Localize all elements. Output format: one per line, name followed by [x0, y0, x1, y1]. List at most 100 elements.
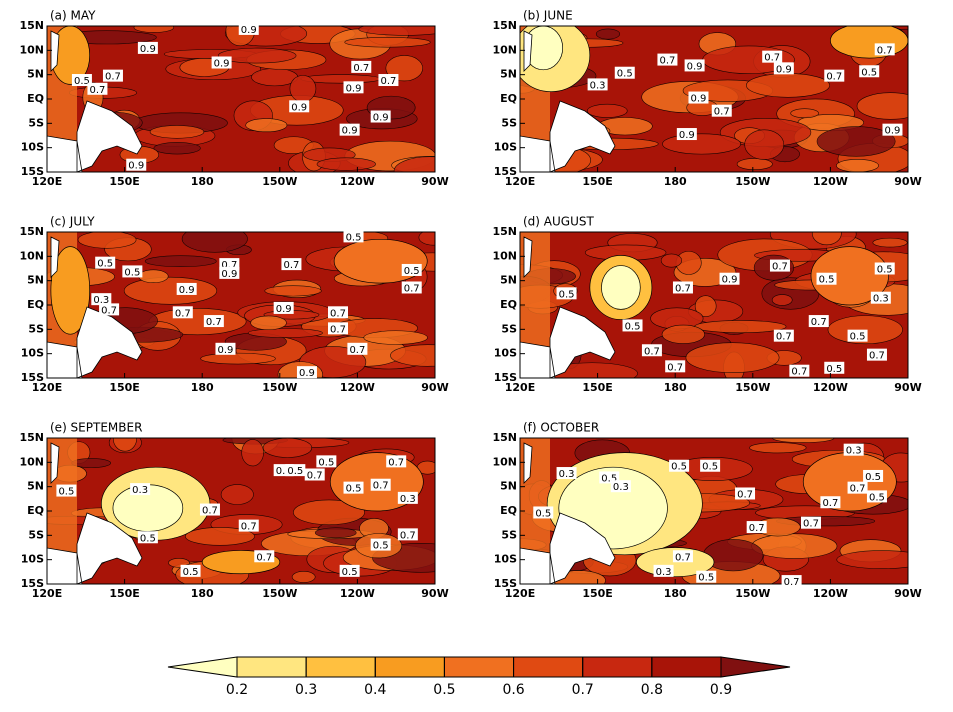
lon-tick-label: 150W — [262, 381, 297, 394]
field-patch — [133, 26, 175, 33]
lat-tick-label: 5S — [28, 322, 44, 335]
lat-tick-label: EQ — [27, 504, 44, 517]
field-patch — [250, 315, 287, 331]
contour-label-box — [87, 82, 108, 95]
contour-label: 0.9 — [140, 44, 156, 55]
contour-label-box — [719, 272, 740, 285]
panel-title: (d) AUGUST — [523, 215, 594, 229]
contour-label: 0.5 — [850, 332, 866, 343]
lon-tick-label: 150E — [109, 175, 139, 188]
contour-label-box — [874, 43, 895, 56]
contour-label: 0.5 — [865, 472, 881, 483]
lon-tick-label: 120E — [505, 175, 535, 188]
field-patch — [220, 484, 254, 505]
contour-label-box — [669, 459, 690, 472]
lon-tick-label: 180 — [664, 381, 687, 394]
field-patch — [836, 158, 879, 172]
contour-label-box — [370, 538, 391, 551]
contour-label: 0.5 — [346, 484, 362, 495]
contour-label-box — [762, 50, 783, 63]
field-patch — [153, 142, 201, 155]
contour-label-box — [254, 550, 275, 563]
contour-label-box — [874, 262, 895, 275]
field-patch — [685, 342, 780, 373]
lat-tick-label: 15N — [492, 431, 517, 444]
lon-tick-label: 150E — [582, 175, 612, 188]
contour-label-box — [316, 455, 337, 468]
contour-label: 0.7 — [850, 484, 866, 495]
contour-label-box — [343, 81, 364, 94]
colorbar-high — [720, 656, 791, 678]
contour-label: 0.7 — [175, 308, 191, 319]
contour-label: 0.5 — [58, 487, 74, 498]
contour-label: 0.3 — [132, 485, 148, 496]
contour-label-box — [378, 74, 399, 87]
lon-tick-label: 90W — [894, 381, 921, 394]
lon-tick-label: 150W — [262, 175, 297, 188]
lon-tick-label: 150W — [735, 381, 770, 394]
contour-label-box — [343, 230, 364, 243]
contour-label: 0.7 — [811, 317, 827, 328]
contour-label: 0.5 — [826, 364, 842, 375]
contour-label-box — [176, 282, 197, 295]
contour-label-box — [91, 293, 112, 306]
contour-label-box — [773, 329, 794, 342]
field-patch — [390, 344, 435, 367]
contour-label: 0.9 — [691, 94, 707, 105]
contour-label: 0.7 — [667, 362, 683, 373]
lon-tick-label: 120E — [32, 587, 62, 600]
lat-tick-label: 10N — [19, 455, 44, 468]
contour-label: 0.7 — [283, 260, 299, 271]
field-patch — [77, 232, 137, 249]
contour-label: 0.5 — [877, 265, 893, 276]
contour-label-box — [56, 484, 77, 497]
contour-label-box — [769, 259, 790, 272]
contour-label: 0.9 — [218, 345, 234, 356]
contour-label-box — [843, 443, 864, 456]
contour-label-box — [126, 158, 147, 171]
contour-label: 0.7 — [307, 471, 323, 482]
lon-tick-label: 90W — [894, 175, 921, 188]
map-field — [520, 232, 908, 378]
colorbar-box — [651, 656, 722, 678]
contour-label: 0.5 — [702, 462, 718, 473]
contour-label: 0.5 — [559, 289, 575, 300]
field-patch — [393, 156, 435, 172]
field-patch — [181, 232, 248, 253]
contour-label: 0.7 — [869, 351, 885, 362]
lon-tick-label: 90W — [421, 587, 448, 600]
panel-title: (c) JULY — [50, 215, 95, 229]
panel-title: (e) SEPTEMBER — [50, 421, 142, 435]
contour-label: 0.9 — [179, 285, 195, 296]
field-patch — [418, 232, 435, 246]
contour-label: 0.5 — [819, 275, 835, 286]
land — [47, 236, 143, 378]
field-patch — [358, 26, 435, 36]
contour-label-box — [203, 315, 224, 328]
colorbar-box — [513, 656, 584, 678]
lat-tick-label: 15S — [494, 371, 517, 384]
contour-label-box — [397, 528, 418, 541]
contour-label: 0.3 — [590, 80, 606, 91]
contour-label-box — [281, 258, 302, 271]
contour-label: 0.9 — [342, 126, 358, 137]
lon-tick-label: 90W — [421, 175, 448, 188]
contour-label: 0.7 — [353, 63, 369, 74]
contour-label-box — [401, 281, 422, 294]
field-patch — [662, 133, 741, 155]
contour-label-box — [296, 366, 317, 379]
field-patch — [836, 550, 908, 569]
contour-label: 0.7 — [749, 523, 765, 534]
lon-tick-label: 180 — [191, 381, 214, 394]
contour-label-box — [696, 570, 717, 583]
lon-tick-label: 180 — [191, 587, 214, 600]
contour-label-box — [370, 478, 391, 491]
contour-label: 0.5 — [535, 508, 551, 519]
contour-label: 0.5 — [124, 267, 140, 278]
contour-label-box — [866, 490, 887, 503]
contour-label-box — [676, 128, 697, 141]
lat-tick-label: 10N — [492, 249, 517, 262]
contour-label: 0.9 — [291, 102, 307, 113]
